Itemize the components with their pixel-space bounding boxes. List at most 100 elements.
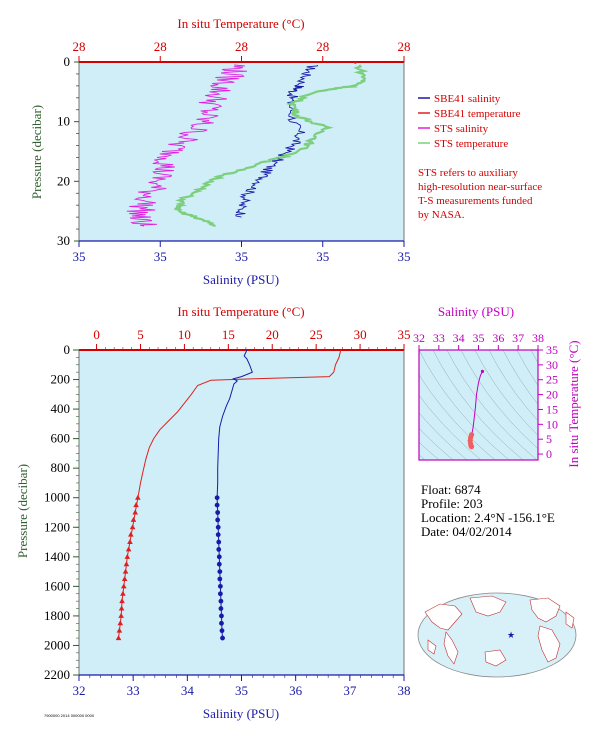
ts-axes [419,350,538,460]
top-x-top-tick-label: 28 [398,39,411,54]
top-x-top-tick-label: 28 [154,39,167,54]
temperature-marker [133,502,139,508]
temperature-marker [125,546,132,552]
ts-x-tick-label: 33 [433,331,445,345]
ts-x-tick-label: 35 [473,331,485,345]
top-y-tick-label: 20 [57,173,70,188]
main-y-tick-label: 1800 [44,608,70,623]
top-y-label: Pressure (decibar) [29,105,44,199]
density-contour [488,350,538,422]
top-x-bottom-label: Salinity (PSU) [203,272,279,287]
top-x-top-label: In situ Temperature (°C) [177,16,304,31]
legend: SBE41 salinity SBE41 temperature STS salin… [418,93,542,221]
legend-label: STS temperature [434,138,508,150]
top-axes: 28 28 28 28 28 35 35 35 35 35 0 10 20 30 [57,39,411,264]
footer-tag: 7900000 2014 000000 0000 [44,713,95,718]
temperature-marker [121,575,128,581]
top-x-bottom-tick-label: 35 [235,249,248,264]
main-y-tick-label: 0 [64,342,71,357]
main-y-tick-label: 2200 [44,667,70,682]
main-temperature-tick-label: 20 [266,327,279,342]
temperature-marker [122,568,129,574]
salinity-marker [219,620,224,626]
ts-y-tick-label: 35 [546,343,558,357]
main-temperature-tick-label: 35 [398,327,411,342]
main-y-tick-label: 2000 [44,637,70,652]
temperature-marker [120,590,126,596]
main-temperature-tick-label: 15 [222,327,235,342]
salinity-marker [217,576,223,582]
density-contour [419,350,510,460]
main-y-tick-label: 400 [51,401,71,416]
legend-note-line: STS refers to auxiliary [418,167,518,179]
salinity-marker [219,613,224,619]
temperature-marker [117,620,124,626]
legend-note-line: T-S measurements funded [418,195,533,207]
ts-y-right-label: In situ Temperature (°C) [566,340,581,467]
density-contour [432,350,524,460]
top-x-top-tick-label: 28 [235,39,248,54]
ts-x-tick-label: 36 [492,331,504,345]
main-y-label: Pressure (decibar) [15,464,30,558]
main-temperature-tick-label: 25 [310,327,323,342]
salinity-marker [218,606,224,611]
main-series-group [115,349,342,641]
ts-x-tick-label: 38 [532,331,544,345]
top-x-bottom-tick-label: 35 [316,249,329,264]
temperature-marker [130,516,137,522]
top-y-tick-label: 10 [57,114,70,129]
density-contour [474,350,538,436]
salinity-marker [217,583,223,589]
world-map: ★ [417,592,577,678]
main-y-tick-label: 1200 [44,519,70,534]
salinity-marker [215,510,221,515]
salinity-marker [218,598,224,604]
top-series-sts-salinity [126,64,248,227]
top-x-bottom-tick-label: 35 [398,249,411,264]
ts-x-top-label: Salinity (PSU) [438,304,514,319]
salinity-marker [216,539,222,545]
temperature-marker [118,612,124,618]
top-x-top-tick-label: 28 [73,39,86,54]
top-x-bottom-tick-label: 35 [154,249,167,264]
ts-y-tick-label: 15 [546,402,558,416]
main-y-tick-label: 1600 [44,578,70,593]
temperature-marker [115,635,122,641]
top-y-tick-label: 0 [64,54,71,69]
density-contour [419,394,482,460]
salinity-marker [215,517,221,523]
salinity-marker [216,554,222,560]
main-series-temperature [118,349,342,639]
salinity-marker [217,591,223,597]
legend-label: STS salinity [434,123,489,135]
density-contour [502,350,538,405]
temperature-marker [135,494,141,500]
ts-deep-point [468,444,475,450]
ts-y-tick-label: 30 [546,358,558,372]
main-x-bottom-label: Salinity (PSU) [203,706,279,721]
top-x-bottom-tick-label: 35 [73,249,86,264]
map-landmasses [424,595,575,667]
density-contour [419,428,454,460]
temperature-marker [129,524,136,530]
main-temperature-tick-label: 10 [178,327,191,342]
main-temperature-tick-label: 5 [137,327,144,342]
temperature-marker [124,553,131,559]
temperature-marker [127,539,133,545]
main-axes: 0 5 10 15 20 25 30 35 32 33 34 35 36 37 38 0 200 400 600 80… [44,327,411,698]
salinity-marker [214,495,220,501]
temperature-marker [123,561,130,567]
density-contour [419,374,496,460]
main-salinity-tick-label: 38 [398,683,411,698]
main-salinity-tick-label: 34 [181,683,195,698]
profile-number: Profile: 203 [421,496,483,511]
salinity-marker [215,532,221,538]
ts-x-tick-label: 34 [453,331,465,345]
ts-y-tick-label: 10 [546,417,558,431]
legend-label: SBE41 salinity [434,93,501,105]
density-contour [446,350,538,460]
legend-label: SBE41 temperature [434,108,521,120]
ts-x-tick-label: 37 [512,331,524,345]
density-contour [516,350,538,386]
